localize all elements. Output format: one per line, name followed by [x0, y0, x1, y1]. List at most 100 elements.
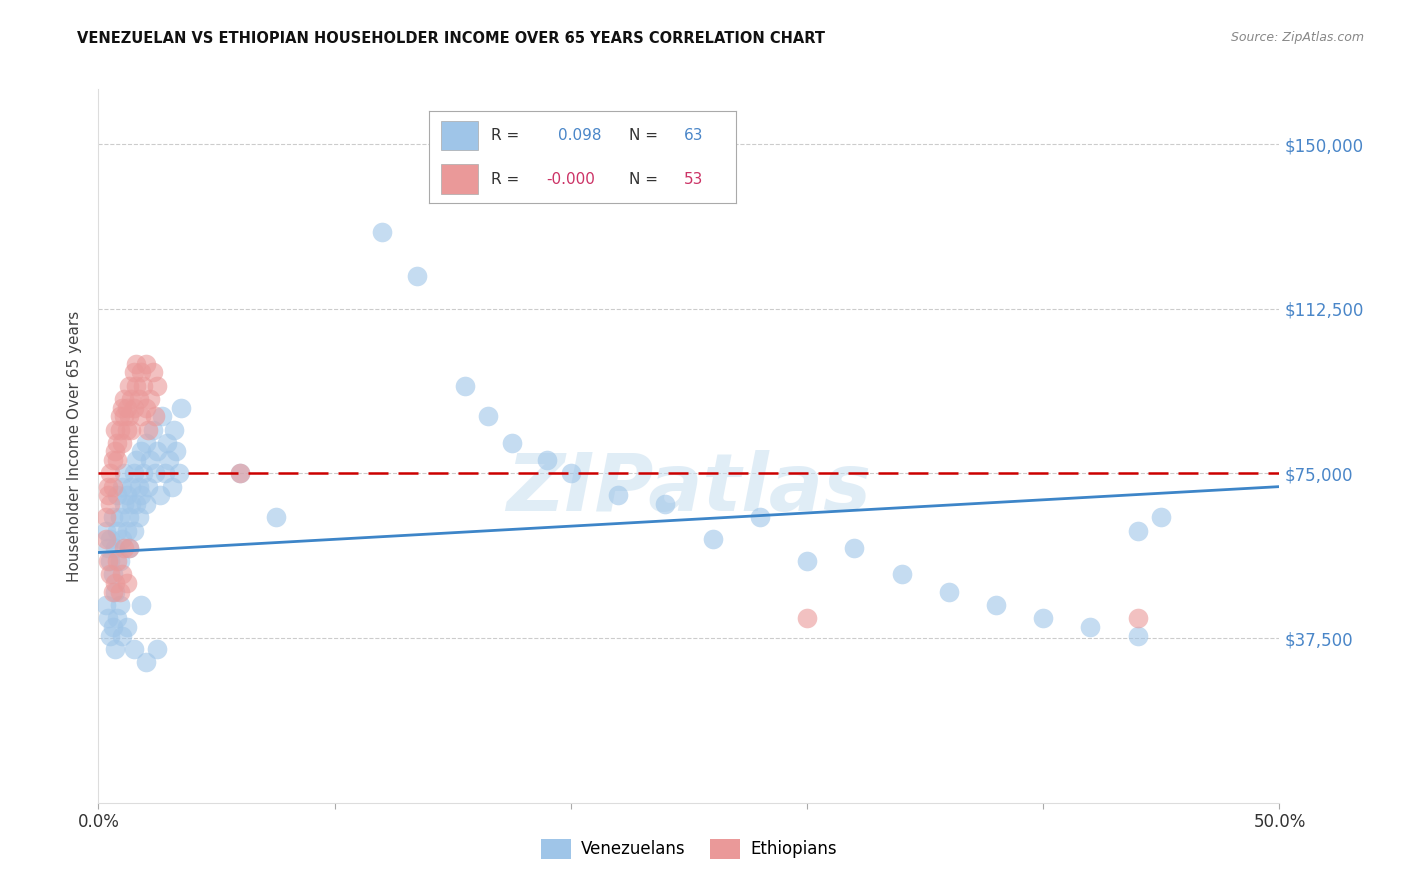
- Point: [98, 629, 121, 643]
- Point: [125, 378, 148, 392]
- Point: [844, 541, 866, 555]
- Point: [111, 480, 134, 494]
- Point: [115, 401, 138, 415]
- Point: [112, 392, 135, 406]
- Point: [101, 510, 124, 524]
- Point: [112, 497, 135, 511]
- Point: [112, 409, 135, 424]
- Point: [536, 453, 558, 467]
- Point: [163, 423, 186, 437]
- Point: [104, 585, 127, 599]
- Point: [128, 510, 150, 524]
- Point: [135, 357, 157, 371]
- Point: [371, 225, 394, 239]
- Point: [118, 541, 141, 555]
- Point: [453, 378, 475, 392]
- Point: [156, 435, 179, 450]
- Point: [132, 378, 155, 392]
- Point: [115, 576, 138, 591]
- Text: Source: ZipAtlas.com: Source: ZipAtlas.com: [1230, 31, 1364, 45]
- Point: [654, 497, 676, 511]
- Point: [118, 409, 141, 424]
- Point: [112, 467, 135, 481]
- Point: [94, 510, 117, 524]
- Point: [94, 524, 117, 538]
- Point: [121, 497, 143, 511]
- Point: [104, 444, 127, 458]
- Point: [108, 409, 131, 424]
- Point: [118, 378, 141, 392]
- Point: [115, 423, 138, 437]
- Point: [142, 423, 165, 437]
- Point: [167, 467, 190, 481]
- Point: [104, 541, 127, 555]
- Point: [153, 467, 176, 481]
- Point: [98, 554, 121, 568]
- Point: [101, 480, 124, 494]
- Point: [108, 423, 131, 437]
- Point: [157, 453, 180, 467]
- Point: [122, 401, 145, 415]
- Point: [1126, 524, 1149, 538]
- Point: [105, 611, 128, 625]
- Point: [560, 467, 582, 481]
- Point: [105, 554, 128, 568]
- Point: [146, 378, 169, 392]
- Y-axis label: Householder Income Over 65 years: Householder Income Over 65 years: [67, 310, 83, 582]
- Point: [121, 423, 143, 437]
- Point: [122, 467, 145, 481]
- Point: [105, 435, 128, 450]
- Point: [97, 480, 120, 494]
- Point: [108, 554, 131, 568]
- Point: [135, 497, 157, 511]
- Point: [115, 488, 138, 502]
- Point: [104, 642, 127, 657]
- Point: [111, 567, 134, 582]
- Point: [129, 598, 152, 612]
- Point: [264, 510, 287, 524]
- Point: [229, 467, 252, 481]
- Point: [98, 467, 121, 481]
- Point: [748, 510, 770, 524]
- Point: [101, 620, 124, 634]
- Point: [111, 629, 134, 643]
- Point: [101, 453, 124, 467]
- Point: [796, 611, 818, 625]
- Point: [1150, 510, 1173, 524]
- Point: [98, 533, 121, 547]
- Point: [150, 409, 173, 424]
- Legend: Venezuelans, Ethiopians: Venezuelans, Ethiopians: [534, 832, 844, 866]
- Point: [938, 585, 960, 599]
- Point: [101, 585, 124, 599]
- Point: [104, 423, 127, 437]
- Point: [108, 510, 131, 524]
- Point: [165, 444, 187, 458]
- Point: [98, 567, 121, 582]
- Point: [118, 541, 141, 555]
- Point: [1126, 629, 1149, 643]
- Point: [160, 480, 183, 494]
- Point: [115, 524, 138, 538]
- Point: [118, 510, 141, 524]
- Point: [125, 453, 148, 467]
- Point: [1126, 611, 1149, 625]
- Point: [121, 392, 143, 406]
- Point: [97, 554, 120, 568]
- Point: [984, 598, 1007, 612]
- Point: [108, 585, 131, 599]
- Point: [477, 409, 499, 424]
- Point: [135, 435, 157, 450]
- Point: [94, 598, 117, 612]
- Point: [125, 497, 148, 511]
- Point: [501, 435, 523, 450]
- Point: [702, 533, 724, 547]
- Point: [97, 611, 120, 625]
- Point: [97, 488, 120, 502]
- Point: [129, 366, 152, 380]
- Point: [142, 366, 165, 380]
- Point: [104, 576, 127, 591]
- Point: [121, 480, 143, 494]
- Point: [94, 533, 117, 547]
- Point: [108, 598, 131, 612]
- Point: [143, 467, 166, 481]
